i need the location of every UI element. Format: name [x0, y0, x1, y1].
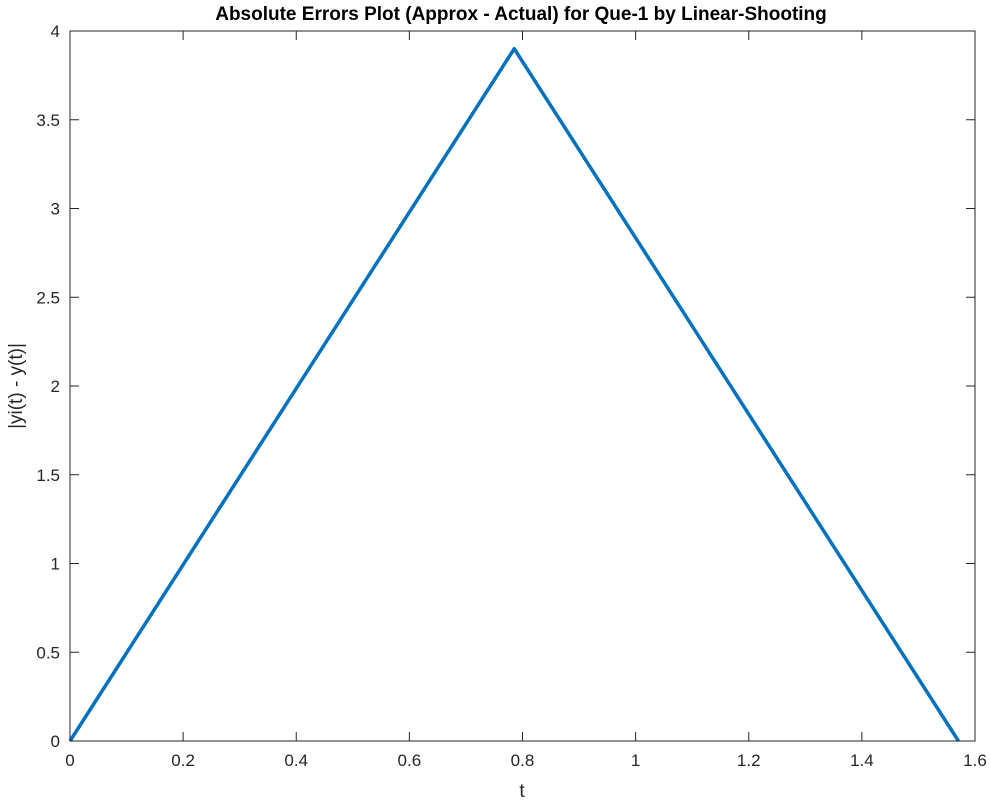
chart-title: Absolute Errors Plot (Approx - Actual) f…	[215, 4, 827, 25]
x-tick-label: 0.4	[284, 751, 308, 770]
y-tick-label: 1	[51, 555, 60, 574]
y-tick-label: 1.5	[36, 466, 60, 485]
y-tick-label: 0	[51, 732, 60, 751]
x-tick-label: 0.8	[511, 751, 535, 770]
y-tick-label: 3.5	[36, 111, 60, 130]
x-tick-label: 1.6	[963, 751, 987, 770]
x-tick-label: 1.2	[737, 751, 761, 770]
plot-border	[69, 30, 976, 742]
x-axis-ticks: 0 0.2 0.4 0.6 0.8 1 1.2 1.4 1.6	[65, 31, 987, 770]
y-axis-label: |yi(t) - y(t)|	[6, 343, 27, 429]
x-tick-label: 1.4	[850, 751, 874, 770]
x-axis-label: t	[519, 781, 525, 800]
x-tick-label: 1	[631, 751, 640, 770]
x-tick-label: 0	[65, 751, 74, 770]
y-tick-label: 4	[51, 22, 60, 41]
y-tick-label: 2	[51, 377, 60, 396]
plot-area	[70, 31, 975, 741]
x-tick-label: 0.2	[171, 751, 195, 770]
y-axis-ticks: 0 0.5 1 1.5 2 2.5 3 3.5 4	[36, 22, 975, 751]
x-tick-label: 0.6	[398, 751, 422, 770]
y-tick-label: 2.5	[36, 288, 60, 307]
y-tick-label: 3	[51, 200, 60, 219]
series-line	[68, 47, 960, 742]
y-tick-label: 0.5	[36, 643, 60, 662]
